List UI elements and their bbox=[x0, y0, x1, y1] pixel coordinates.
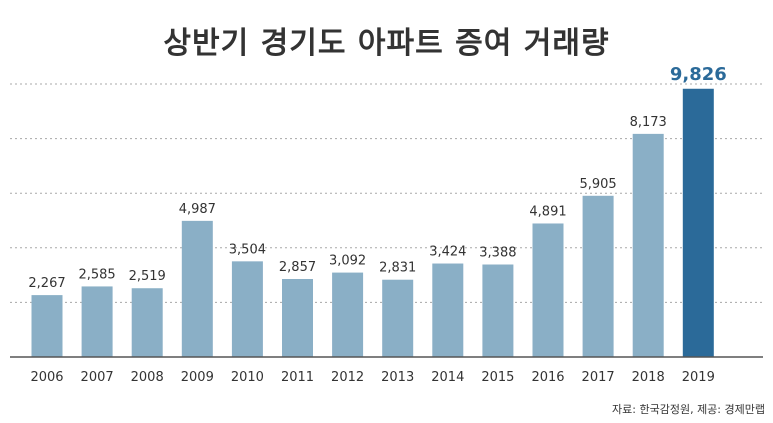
x-tick-2019: 2019 bbox=[682, 370, 715, 385]
value-label-2009: 4,987 bbox=[179, 202, 216, 217]
value-label-2017: 5,905 bbox=[579, 177, 616, 192]
x-tick-2008: 2008 bbox=[131, 370, 164, 385]
x-tick-2011: 2011 bbox=[281, 370, 314, 385]
chart-title: 상반기 경기도 아파트 증여 거래량 bbox=[163, 26, 610, 61]
value-label-2015: 3,388 bbox=[479, 246, 516, 261]
x-tick-2014: 2014 bbox=[431, 370, 464, 385]
x-tick-2018: 2018 bbox=[632, 370, 665, 385]
x-tick-2016: 2016 bbox=[531, 370, 564, 385]
bar-2017 bbox=[582, 195, 614, 357]
value-label-2008: 2,519 bbox=[129, 269, 166, 284]
bar-2015 bbox=[482, 264, 514, 357]
x-tick-2013: 2013 bbox=[381, 370, 414, 385]
value-label-2018: 8,173 bbox=[630, 115, 667, 130]
value-label-2010: 3,504 bbox=[229, 242, 266, 257]
bar-2018 bbox=[632, 133, 664, 357]
value-label-2006: 2,267 bbox=[28, 276, 65, 291]
bar-2009 bbox=[181, 220, 213, 357]
value-label-2013: 2,831 bbox=[379, 261, 416, 276]
bar-2011 bbox=[282, 279, 313, 357]
value-labels: 2,267 2,585 2,519 4,987 3,504 2,857 3,092 2,831… bbox=[28, 64, 726, 291]
bar-2013 bbox=[382, 279, 414, 357]
x-tick-2006: 2006 bbox=[30, 370, 63, 385]
bars bbox=[31, 88, 714, 358]
value-label-2016: 4,891 bbox=[529, 204, 566, 219]
value-label-2012: 3,092 bbox=[329, 254, 366, 269]
x-tick-2015: 2015 bbox=[481, 370, 514, 385]
x-tick-2017: 2017 bbox=[582, 370, 615, 385]
x-tick-2012: 2012 bbox=[331, 370, 364, 385]
source-note: 자료: 한국감정원, 제공: 경제만랩 bbox=[612, 403, 765, 416]
x-tick-2007: 2007 bbox=[81, 370, 114, 385]
bar-2012 bbox=[332, 272, 364, 357]
bar-2010 bbox=[231, 261, 263, 357]
bar-2006 bbox=[31, 295, 63, 357]
bar-2014 bbox=[432, 263, 464, 357]
x-tick-labels: 2006 2007 2008 2009 2010 2011 2012 2013 2014 2015… bbox=[30, 370, 714, 385]
bar-2016 bbox=[532, 223, 564, 357]
bar-2007 bbox=[81, 286, 113, 357]
value-label-2011: 2,857 bbox=[279, 260, 316, 275]
value-label-2019: 9,826 bbox=[670, 64, 727, 85]
x-tick-2009: 2009 bbox=[181, 370, 214, 385]
bar-2008 bbox=[131, 288, 163, 357]
x-tick-2010: 2010 bbox=[231, 370, 264, 385]
bar-2019 bbox=[682, 88, 714, 358]
value-label-2014: 3,424 bbox=[429, 245, 466, 260]
value-label-2007: 2,585 bbox=[78, 267, 115, 282]
